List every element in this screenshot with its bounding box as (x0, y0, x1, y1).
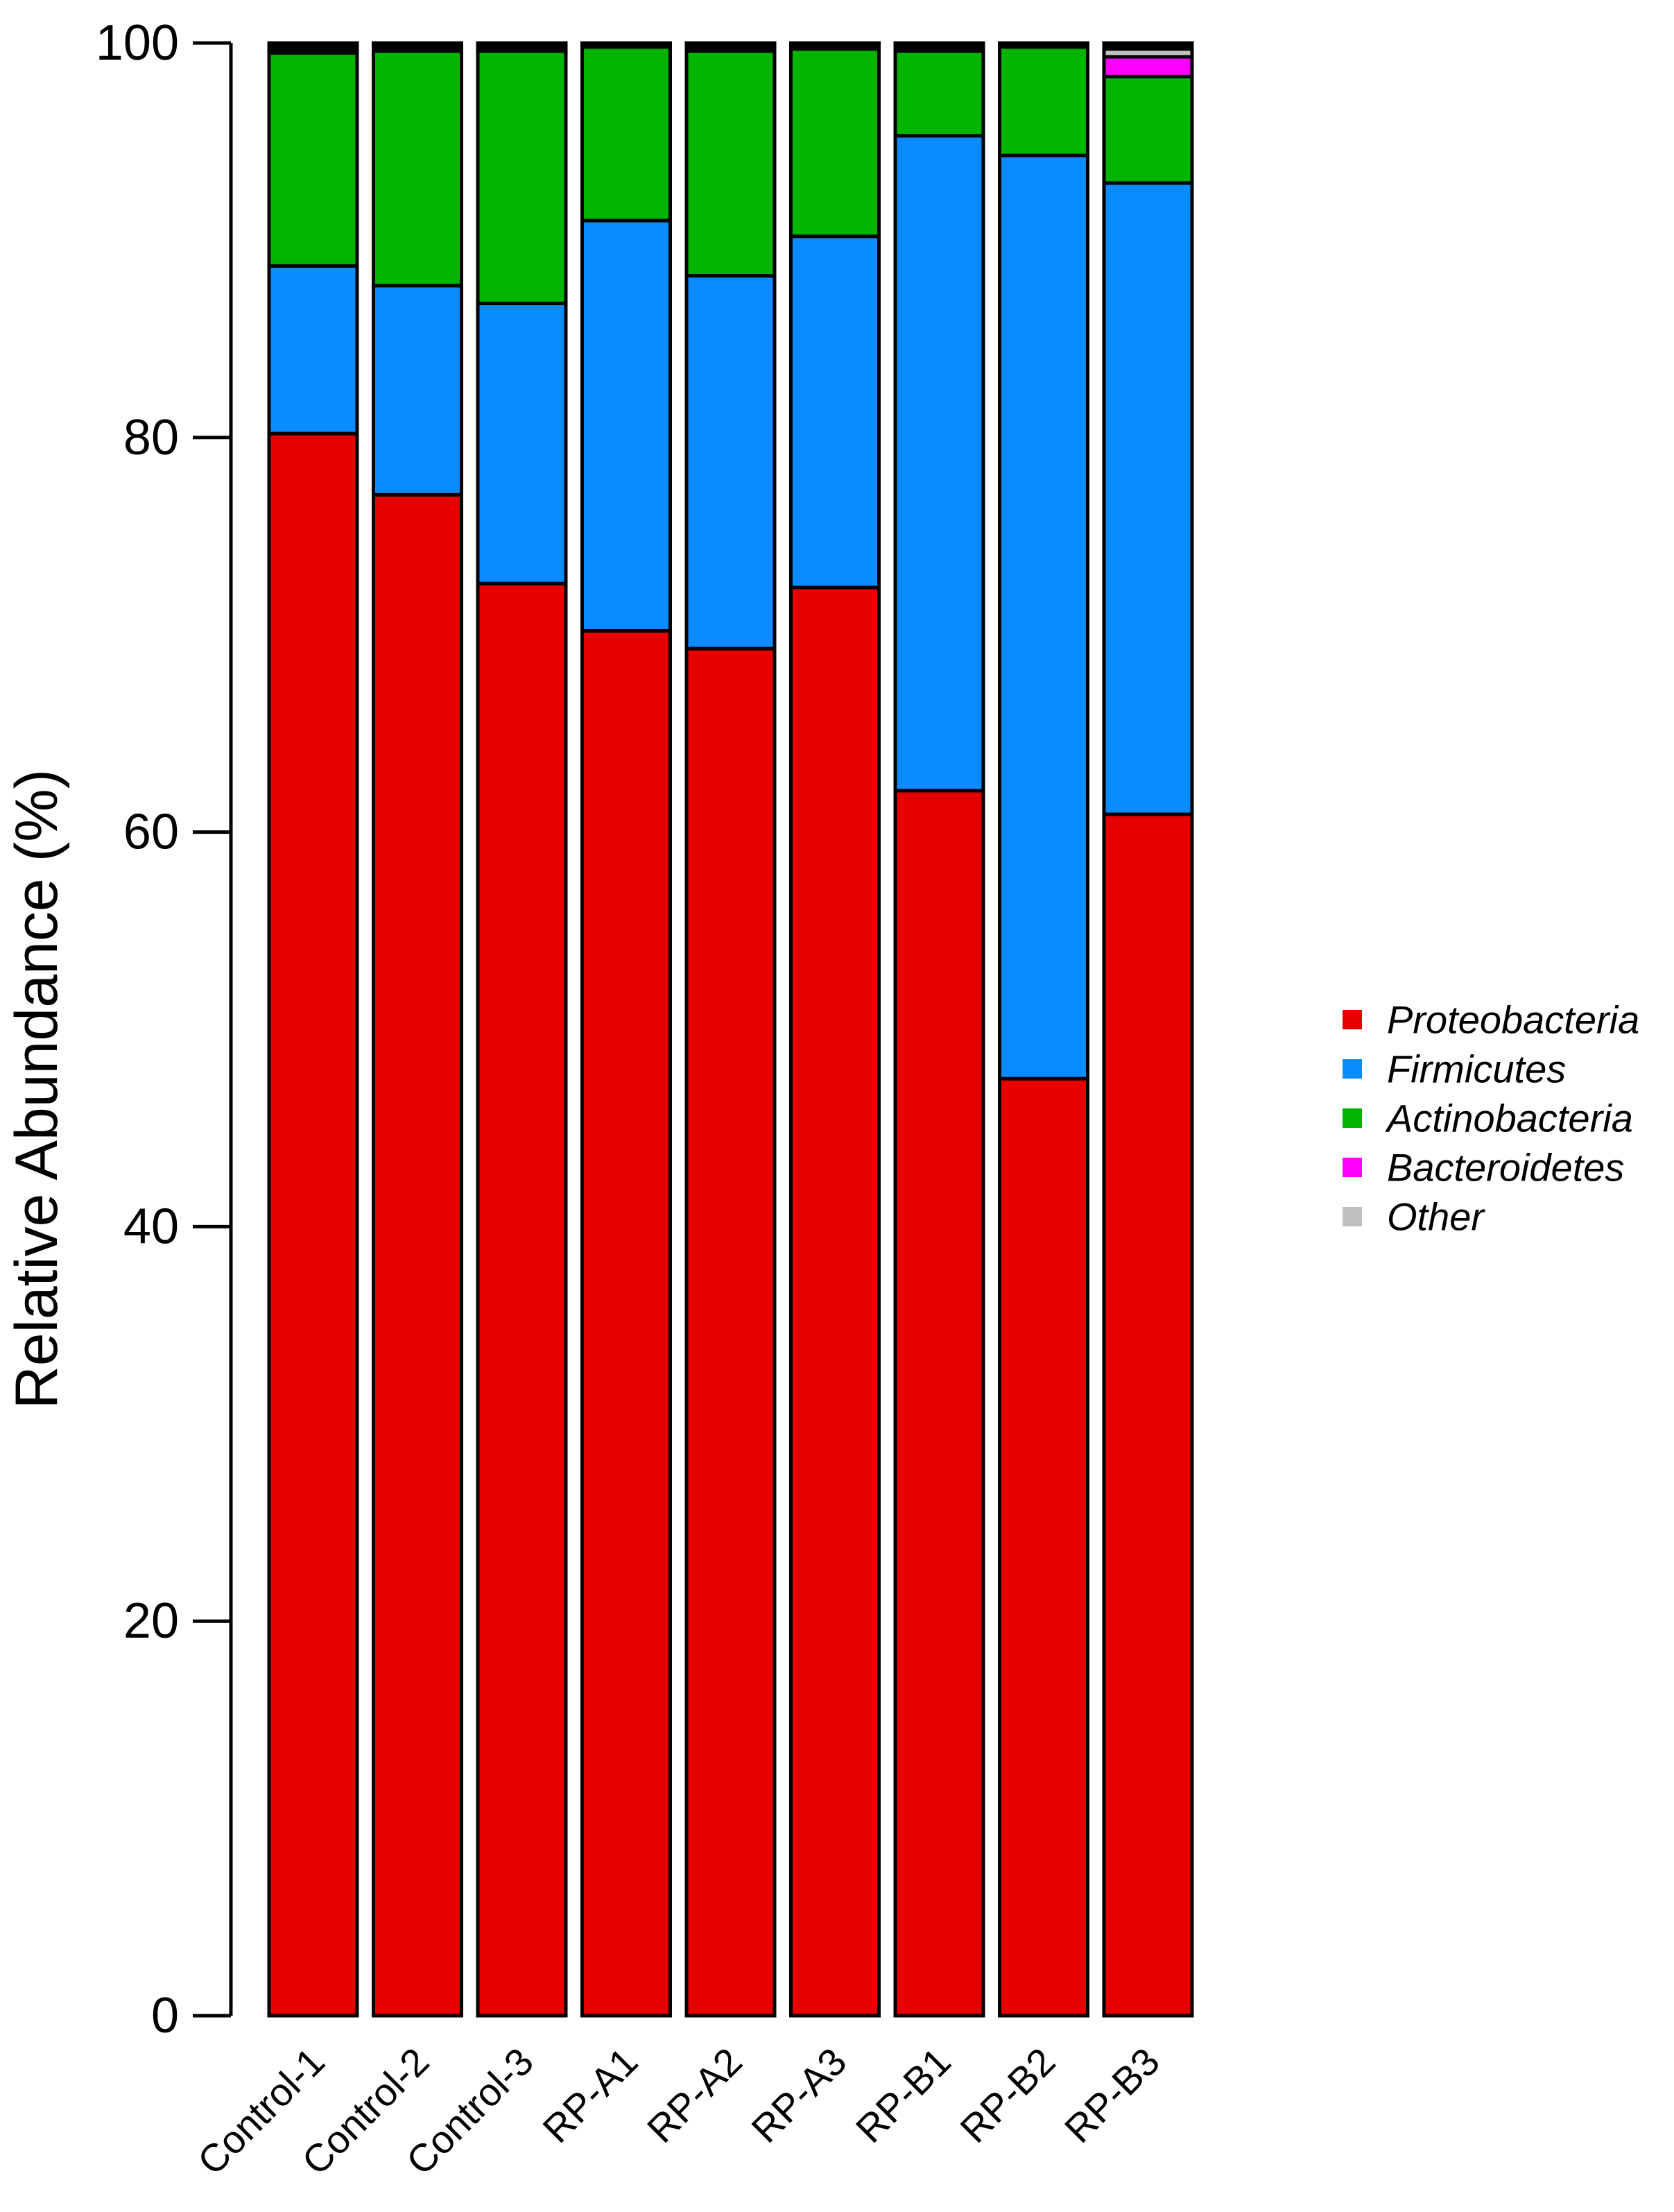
legend-label-other: Other (1387, 1195, 1485, 1239)
legend: Proteobacteria Firmicutes Actinobacteria Ba… (1343, 998, 1639, 1239)
bar-segment-bacteroidetes (1102, 55, 1194, 78)
bar-rp-b3 (1102, 41, 1194, 2018)
bar-rp-a2 (684, 41, 777, 2018)
x-tick-label: RP-A3 (743, 2039, 854, 2151)
bar-segment-firmicutes (580, 218, 672, 633)
x-tick-label: RP-A2 (639, 2039, 750, 2151)
bar-segment-unlabeled (580, 41, 672, 49)
bar-segment-proteobacteria (1102, 812, 1194, 2018)
y-tick-label: 0 (151, 1988, 179, 2043)
legend-swatch-actinobacteria (1343, 1108, 1362, 1128)
bar-segment-firmicutes (476, 301, 568, 585)
bar-rp-a3 (789, 41, 881, 2018)
y-axis-title: Relative Abundance (%) (3, 769, 70, 1409)
legend-label-proteobacteria: Proteobacteria (1387, 998, 1639, 1042)
bar-rp-b2 (998, 41, 1089, 2018)
bar-segment-unlabeled (684, 41, 777, 53)
bar-segment-firmicutes (998, 153, 1089, 1081)
bar-segment-actinobacteria (267, 51, 359, 268)
y-axis: 0 20 40 60 80 100 (96, 15, 233, 2043)
bar-segment-unlabeled (372, 41, 463, 53)
bar-segment-firmicutes (789, 234, 881, 590)
legend-swatch-firmicutes (1343, 1059, 1362, 1079)
bar-segment-actinobacteria (684, 49, 777, 278)
x-tick-label: RP-B3 (1056, 2039, 1168, 2151)
y-tick-label: 100 (96, 15, 179, 71)
bar-segment-proteobacteria (684, 646, 777, 2018)
x-axis-labels: Control-1Control-2Control-3RP-A1RP-A2RP-… (189, 2039, 1168, 2183)
legend-label-firmicutes: Firmicutes (1387, 1047, 1566, 1091)
bar-rp-a1 (580, 41, 672, 2018)
bar-segment-proteobacteria (998, 1077, 1089, 2018)
bar-segment-unlabeled (476, 41, 568, 53)
bar-rp-b1 (893, 41, 985, 2018)
bar-segment-firmicutes (893, 134, 985, 793)
legend-swatch-bacteroidetes (1343, 1158, 1362, 1177)
bar-segment-proteobacteria (789, 585, 881, 2018)
bar-segment-firmicutes (267, 264, 359, 436)
bar-segment-proteobacteria (893, 789, 985, 2018)
y-tick-label: 60 (123, 805, 179, 860)
bar-segment-actinobacteria (998, 45, 1089, 157)
bar-segment-unlabeled (789, 41, 881, 51)
bars (267, 41, 1194, 2018)
bar-segment-unlabeled (1102, 41, 1194, 51)
x-tick-label: RP-A1 (534, 2039, 646, 2151)
bar-segment-firmicutes (1102, 181, 1194, 816)
bar-segment-proteobacteria (372, 492, 463, 2018)
x-tick-label: RP-B2 (951, 2039, 1063, 2151)
x-tick-label: RP-B1 (847, 2039, 959, 2151)
bar-segment-proteobacteria (580, 629, 672, 2018)
bar-segment-unlabeled (998, 41, 1089, 49)
bar-segment-firmicutes (684, 274, 777, 651)
legend-label-actinobacteria: Actinobacteria (1385, 1097, 1633, 1140)
legend-label-bacteroidetes: Bacteroidetes (1387, 1146, 1624, 1190)
bar-control-2 (372, 41, 463, 2018)
bar-segment-actinobacteria (789, 47, 881, 239)
bar-segment-proteobacteria (476, 581, 568, 2018)
bar-segment-unlabeled (267, 41, 359, 55)
bar-segment-actinobacteria (476, 49, 568, 305)
bar-segment-firmicutes (372, 284, 463, 497)
bar-segment-proteobacteria (267, 431, 359, 2018)
bar-segment-actinobacteria (580, 45, 672, 223)
bar-segment-actinobacteria (893, 49, 985, 138)
y-tick-label: 20 (123, 1593, 179, 1649)
legend-swatch-other (1343, 1207, 1362, 1226)
y-tick-label: 80 (123, 410, 179, 465)
bar-segment-unlabeled (893, 41, 985, 53)
bar-control-3 (476, 41, 568, 2018)
bar-segment-actinobacteria (372, 49, 463, 288)
legend-swatch-proteobacteria (1343, 1010, 1362, 1029)
bar-segment-actinobacteria (1102, 74, 1194, 185)
bar-control-1 (267, 41, 359, 2018)
y-tick-label: 40 (123, 1199, 179, 1254)
